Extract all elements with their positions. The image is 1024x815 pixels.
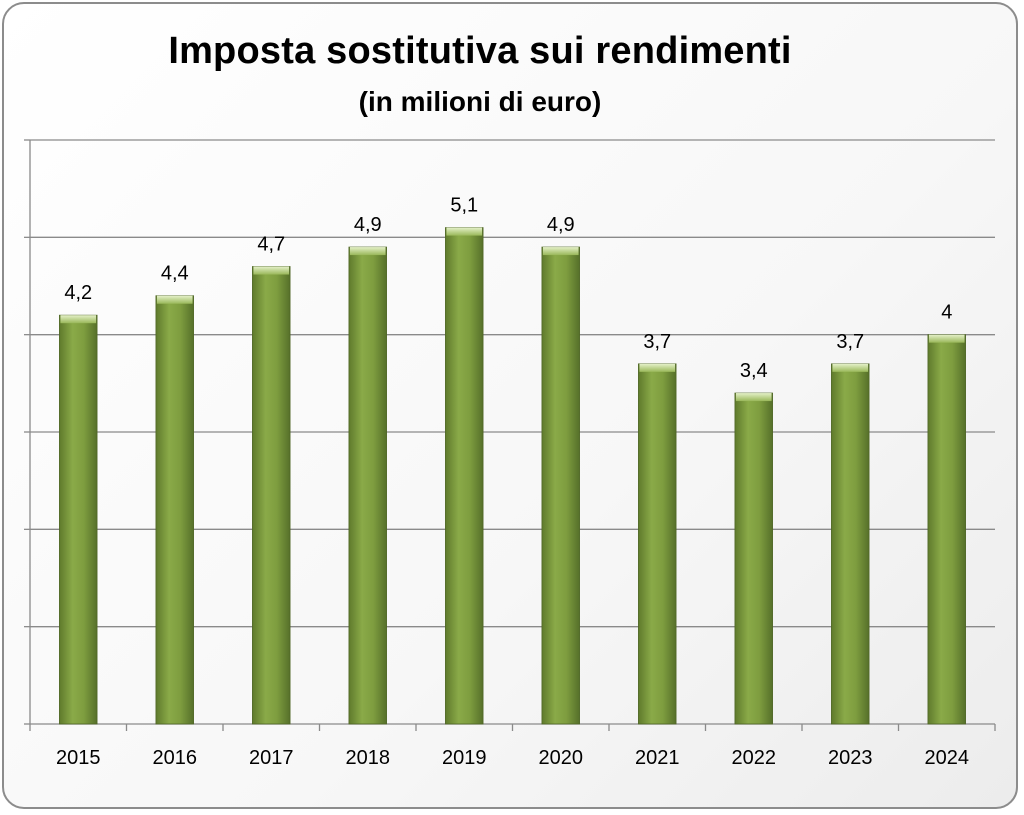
data-labels: 4,2 4,4 4,7 4,9 5,1 4,9 3,7 3,4 3,7 4 <box>64 195 952 382</box>
x-tick-label: 2015 <box>56 747 101 769</box>
bar-cap <box>446 227 483 236</box>
x-tick-label: 2016 <box>153 747 198 769</box>
x-tick-label: 2020 <box>539 747 584 769</box>
data-label: 3,4 <box>740 360 768 382</box>
data-label: 5,1 <box>450 195 478 217</box>
bar-2022 <box>734 392 773 725</box>
data-label: 4 <box>941 302 952 324</box>
bar-cap <box>349 247 386 256</box>
bar-cap <box>639 363 676 372</box>
data-label: 4,9 <box>354 214 382 236</box>
bar-2015 <box>59 314 98 725</box>
bar-2023 <box>831 363 870 725</box>
data-label: 4,7 <box>257 234 285 256</box>
data-label: 4,9 <box>547 214 575 236</box>
x-tick-label: 2022 <box>732 747 777 769</box>
bar-cap <box>60 315 97 324</box>
bar-2018 <box>348 246 387 725</box>
data-label: 3,7 <box>643 331 671 353</box>
x-tick-label: 2024 <box>925 747 970 769</box>
bar-cap <box>156 295 193 304</box>
data-label: 4,2 <box>64 282 92 304</box>
bar-cap <box>542 247 579 256</box>
chart-title: Imposta sostitutiva sui rendimenti <box>168 30 792 72</box>
data-label: 4,4 <box>161 263 189 285</box>
x-tick-label: 2019 <box>442 747 487 769</box>
bar-2021 <box>638 363 677 725</box>
bar-cap <box>253 266 290 275</box>
x-tick-labels: 2015 2016 2017 2018 2019 2020 2021 2022 2023 2024 <box>56 747 969 769</box>
bars <box>59 227 966 725</box>
x-tick-label: 2021 <box>635 747 680 769</box>
x-tick-label: 2017 <box>249 747 294 769</box>
x-tick-label: 2018 <box>346 747 391 769</box>
bar-cap <box>735 393 772 402</box>
bar-2024 <box>927 334 966 725</box>
bar-2020 <box>541 246 580 725</box>
data-label: 3,7 <box>836 331 864 353</box>
x-tick-label: 2023 <box>828 747 873 769</box>
bar-2016 <box>155 295 194 725</box>
bar-2017 <box>252 266 291 725</box>
chart-subtitle: (in milioni di euro) <box>358 86 602 117</box>
bar-2019 <box>445 227 484 725</box>
bar-cap <box>928 334 965 343</box>
bar-cap <box>832 363 869 372</box>
